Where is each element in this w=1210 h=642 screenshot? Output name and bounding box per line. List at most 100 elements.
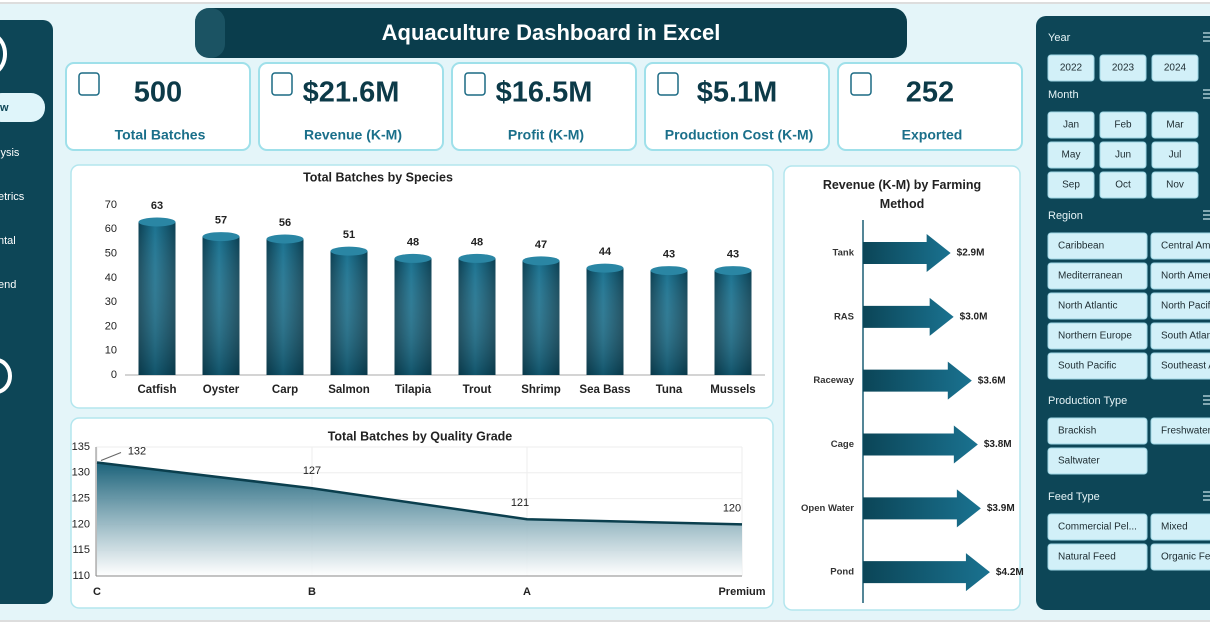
chart-title: Total Batches by Quality Grade: [328, 429, 513, 443]
x-tick-label: Premium: [718, 586, 765, 598]
nav-item[interactable]: end: [0, 279, 16, 291]
kpi-value: 252: [906, 77, 954, 109]
slicer-button[interactable]: [1150, 292, 1210, 320]
slicer-item[interactable]: 2024: [1164, 63, 1187, 74]
x-tick-label: B: [308, 586, 316, 598]
slicer-button[interactable]: [1151, 111, 1199, 139]
slicer-item[interactable]: South Atlan: [1161, 331, 1210, 342]
bar-cap: [202, 232, 240, 242]
slicer-button[interactable]: [1150, 262, 1210, 290]
slicer-button[interactable]: [1099, 171, 1147, 199]
slicer-button[interactable]: [1047, 111, 1095, 139]
slicer-item[interactable]: North Amer: [1161, 271, 1210, 282]
slicer-button[interactable]: [1047, 141, 1095, 169]
dashboard-title: Aquaculture Dashboard in Excel: [382, 20, 721, 45]
y-tick-label: 70: [105, 199, 117, 211]
slicer-item[interactable]: Feb: [1114, 120, 1132, 131]
slicer-button[interactable]: [1047, 543, 1148, 571]
slicer-button[interactable]: [1150, 352, 1210, 380]
slicer-button[interactable]: [1099, 111, 1147, 139]
arrow-bar: [863, 489, 981, 528]
nav-item[interactable]: ntal: [0, 235, 16, 247]
x-tick-label: Trout: [463, 384, 492, 396]
slicer-item[interactable]: Freshwater: [1161, 426, 1210, 437]
slicer-button[interactable]: [1047, 352, 1148, 380]
slicer-item[interactable]: Saltwater: [1058, 456, 1100, 467]
slicer-item[interactable]: Central Am: [1161, 241, 1210, 252]
slicer-item[interactable]: Brackish: [1058, 426, 1096, 437]
slicer-item[interactable]: 2023: [1112, 63, 1135, 74]
slicer-title: Production Type: [1048, 395, 1127, 407]
arrow-bar: [863, 553, 990, 592]
slicer-item[interactable]: Jun: [1115, 150, 1131, 161]
slicer-item[interactable]: May: [1062, 150, 1081, 161]
slicer-item[interactable]: Mar: [1166, 120, 1184, 131]
slicer-button[interactable]: [1047, 54, 1095, 82]
slicer-item[interactable]: Caribbean: [1058, 241, 1104, 252]
slicer-button[interactable]: [1047, 292, 1148, 320]
data-label: 121: [511, 497, 529, 509]
slicer-button[interactable]: [1047, 171, 1095, 199]
chart-title: Total Batches by Species: [303, 170, 453, 184]
slicer-button[interactable]: [1151, 171, 1199, 199]
slicer-button[interactable]: [1047, 322, 1148, 350]
kpi-label: Production Cost (K-M): [665, 127, 814, 143]
slicer-item[interactable]: 2022: [1060, 63, 1083, 74]
slicer-item[interactable]: Sep: [1062, 180, 1080, 191]
area-fill: [97, 462, 742, 576]
slicer-item[interactable]: Oct: [1115, 180, 1131, 191]
banner-edge: [195, 8, 225, 58]
slicer-button[interactable]: [1150, 513, 1210, 541]
slicer-button[interactable]: [1047, 417, 1148, 445]
bar-shade: [650, 270, 688, 375]
bar-cap: [650, 266, 688, 276]
slicer-item[interactable]: Nov: [1166, 180, 1184, 191]
nav-item[interactable]: lysis: [0, 147, 20, 159]
slicer-button[interactable]: [1099, 54, 1147, 82]
slicer-button[interactable]: [1150, 322, 1210, 350]
bar-shade: [714, 270, 752, 375]
leader-line: [100, 452, 122, 461]
y-tick-label: Open Water: [801, 503, 854, 514]
slicer-item[interactable]: Northern Europe: [1058, 331, 1132, 342]
slicer-button[interactable]: [1047, 447, 1148, 475]
bar-cap: [330, 246, 368, 256]
y-tick-label: 20: [105, 320, 117, 332]
slicer-item[interactable]: Commercial Pel...: [1058, 522, 1137, 533]
kpi-value: 500: [134, 77, 182, 109]
slicer-button[interactable]: [1047, 513, 1148, 541]
slicer-button[interactable]: [1151, 54, 1199, 82]
nav-active: [0, 93, 45, 122]
bar-shade: [586, 268, 624, 375]
kpi-value: $5.1M: [697, 77, 778, 109]
x-tick-label: C: [93, 586, 101, 598]
data-label: 132: [128, 445, 146, 457]
slicer-item[interactable]: Mixed: [1161, 522, 1188, 533]
slicer-item[interactable]: Natural Feed: [1058, 552, 1116, 563]
data-label: 56: [279, 217, 291, 229]
data-label: 47: [535, 239, 547, 251]
slicer-button[interactable]: [1099, 141, 1147, 169]
slicer-item[interactable]: South Pacific: [1058, 361, 1116, 372]
arrow-bar: [863, 234, 951, 272]
data-label: 43: [727, 248, 739, 260]
slicer-button[interactable]: [1150, 232, 1210, 260]
nav-item[interactable]: w: [0, 102, 9, 114]
slicer-item[interactable]: Jul: [1169, 150, 1182, 161]
slicer-button[interactable]: [1150, 417, 1210, 445]
slicer-item[interactable]: North Atlantic: [1058, 301, 1117, 312]
slicer-button[interactable]: [1150, 543, 1210, 571]
slicer-item[interactable]: North Pacifi: [1161, 301, 1210, 312]
slicer-item[interactable]: Mediterranean: [1058, 271, 1122, 282]
chart-title: Revenue (K-M) by Farming Method: [822, 178, 982, 211]
nav-item[interactable]: etrics: [0, 191, 25, 203]
x-tick-label: Tuna: [656, 384, 683, 396]
bar-cap: [266, 234, 304, 244]
slicer-item[interactable]: Southeast A: [1161, 361, 1210, 372]
slicer-item[interactable]: Organic Feed: [1161, 552, 1210, 563]
slicer-button[interactable]: [1047, 232, 1148, 260]
slicer-button[interactable]: [1047, 262, 1148, 290]
slicer-button[interactable]: [1151, 141, 1199, 169]
slicer-item[interactable]: Jan: [1063, 120, 1079, 131]
